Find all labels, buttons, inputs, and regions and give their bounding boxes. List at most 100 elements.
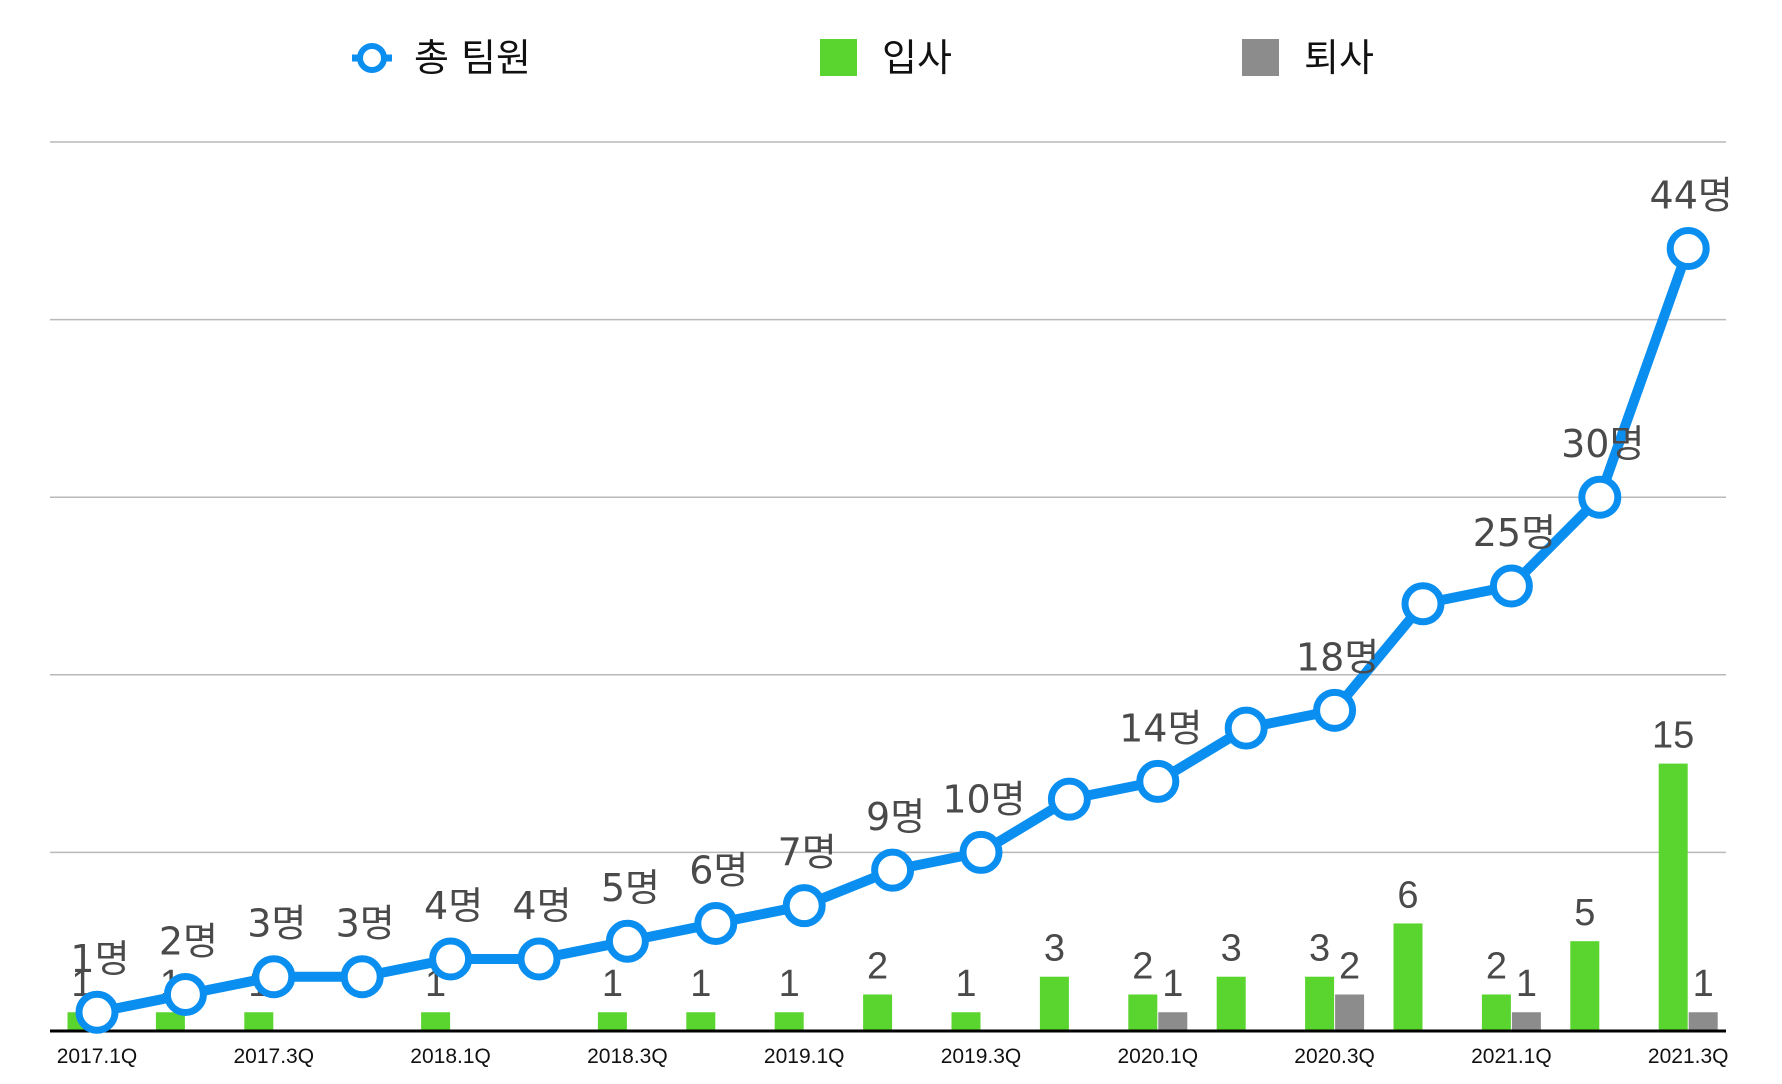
legend: 총 팀원 입사 퇴사 (352, 36, 1374, 80)
legend-hire-label: 입사 (882, 36, 952, 80)
hire-bar (774, 1012, 804, 1030)
hire-value-label: 3 (1044, 928, 1065, 970)
total-point (694, 901, 738, 945)
hire-bar (863, 994, 893, 1030)
grid-lines (50, 141, 1726, 854)
hire-bar (1216, 976, 1246, 1030)
total-point (1047, 777, 1091, 821)
total-point (1578, 475, 1622, 519)
hire-value-label: 1 (602, 963, 623, 1005)
total-point (1224, 706, 1268, 750)
total-point (429, 937, 473, 981)
total-value-label: 25명 (1473, 511, 1556, 555)
leave-bar (1511, 1012, 1541, 1030)
leave-value-label: 2 (1339, 945, 1360, 987)
x-tick-labels: 2017.1Q 2017.3Q 2018.1Q 2018.3Q 2019.1Q 2019.… (57, 1045, 1729, 1068)
total-value-label: 4명 (424, 884, 483, 928)
total-point (163, 972, 207, 1016)
legend-item-hire: 입사 (820, 36, 952, 80)
x-tick-label: 2017.3Q (234, 1045, 315, 1068)
x-tick-label: 2019.3Q (941, 1045, 1022, 1068)
hire-bar (951, 1012, 981, 1030)
total-value-label: 1명 (70, 937, 129, 981)
total-point (782, 884, 826, 928)
hire-value-label: 2 (1132, 945, 1153, 987)
total-point (1313, 688, 1357, 732)
total-value-label: 44명 (1650, 174, 1733, 218)
leave-bars (1158, 994, 1718, 1030)
total-point (517, 937, 561, 981)
total-point (605, 919, 649, 963)
legend-total-marker-icon (357, 43, 387, 73)
total-value-label: 30명 (1561, 422, 1644, 466)
hire-bar (1570, 941, 1600, 1030)
hire-value-label: 6 (1397, 874, 1418, 916)
hire-value-label: 1 (779, 963, 800, 1005)
total-value-label: 3명 (247, 902, 306, 946)
legend-item-total: 총 팀원 (352, 36, 531, 80)
total-point (959, 830, 1003, 874)
hire-bar (155, 1012, 185, 1030)
hire-value-label: 5 (1574, 892, 1595, 934)
total-point (252, 955, 296, 999)
hire-value-label: 1 (955, 963, 976, 1005)
x-tick-label: 2021.3Q (1648, 1045, 1729, 1068)
leave-value-label: 1 (1162, 963, 1183, 1005)
leave-value-label: 1 (1693, 963, 1714, 1005)
total-point (1401, 582, 1445, 626)
total-point (75, 990, 119, 1034)
legend-item-leave: 퇴사 (1242, 36, 1374, 80)
hire-value-label: 3 (1309, 928, 1330, 970)
total-value-label: 10명 (942, 777, 1025, 821)
hire-bar (1128, 994, 1158, 1030)
total-point (1136, 759, 1180, 803)
total-line (96, 246, 1693, 1018)
x-tick-label: 2018.1Q (410, 1045, 491, 1068)
leave-bar (1688, 1012, 1718, 1030)
total-value-labels: 1명 2명 3명 3명 4명 4명 5명 6명 7명 9명 10명 14명 18명 25명 30명 44명 (70, 174, 1732, 982)
hire-bar (421, 1012, 451, 1030)
hire-value-label: 3 (1221, 928, 1242, 970)
total-value-label: 18명 (1296, 635, 1379, 679)
hire-value-label: 1 (690, 963, 711, 1005)
legend-total-label: 총 팀원 (414, 36, 531, 80)
x-tick-label: 2019.1Q (764, 1045, 845, 1068)
legend-leave-label: 퇴사 (1304, 36, 1374, 80)
x-tick-label: 2018.3Q (587, 1045, 668, 1068)
total-value-label: 5명 (601, 866, 660, 910)
total-value-label: 6명 (689, 848, 748, 892)
hire-bar (244, 1012, 274, 1030)
total-point (1489, 564, 1533, 608)
legend-leave-swatch-icon (1242, 39, 1279, 76)
bar-value-labels: 1111111213213326215151 (71, 715, 1713, 1006)
total-point (871, 848, 915, 892)
hire-value-label: 2 (867, 945, 888, 987)
hire-bar (597, 1012, 627, 1030)
x-tick-label: 2021.1Q (1471, 1045, 1552, 1068)
hire-bar (1305, 976, 1335, 1030)
hire-bar (686, 1012, 716, 1030)
leave-bar (1335, 994, 1365, 1030)
total-point (340, 955, 384, 999)
legend-hire-swatch-icon (820, 39, 857, 76)
x-tick-label: 2020.1Q (1118, 1045, 1199, 1068)
x-tick-label: 2017.1Q (57, 1045, 138, 1068)
x-tick-label: 2020.3Q (1294, 1045, 1375, 1068)
total-line-series (75, 227, 1710, 1034)
total-point (1666, 227, 1710, 271)
total-value-label: 14명 (1119, 706, 1202, 750)
leave-value-label: 1 (1516, 963, 1537, 1005)
total-value-label: 9명 (866, 795, 925, 839)
hire-bar (1658, 763, 1688, 1030)
total-value-label: 7명 (778, 831, 837, 875)
hire-bar (1039, 976, 1069, 1030)
hire-value-label: 2 (1486, 945, 1507, 987)
hire-bar (1481, 994, 1511, 1030)
total-value-label: 4명 (512, 884, 571, 928)
total-value-label: 3명 (336, 902, 395, 946)
leave-bar (1158, 1012, 1188, 1030)
hire-bar (1393, 923, 1423, 1030)
hire-value-label: 15 (1652, 715, 1694, 757)
total-value-label: 2명 (159, 919, 218, 963)
